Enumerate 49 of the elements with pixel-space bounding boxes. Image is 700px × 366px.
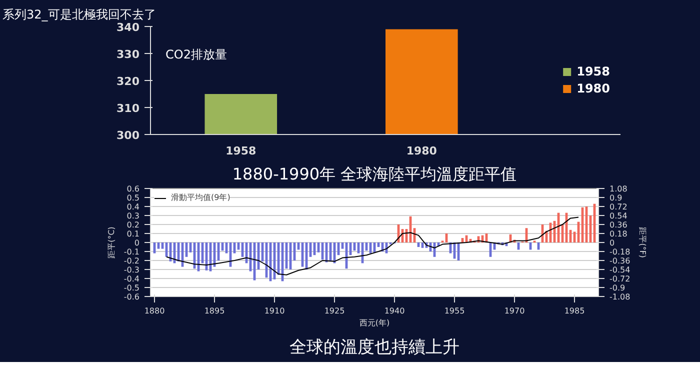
x-tick-label: 1895	[204, 306, 225, 316]
x-tick-label: 1985	[564, 306, 585, 316]
y-tick-label: 0.1	[126, 230, 140, 238]
text: CO2排放量	[166, 48, 227, 62]
x-tick-label: 1970	[504, 306, 525, 316]
y-tick-label: 310	[116, 102, 140, 115]
text: 全球的溫度也持續上升	[290, 338, 460, 358]
y-tick-label: 340	[116, 21, 140, 34]
y-tick-label: 0.2	[126, 220, 140, 230]
y-tick-label: -0.2	[124, 256, 140, 266]
y2-tick-label: 0.18	[610, 230, 628, 238]
y2-tick-label: -1.08	[610, 292, 630, 302]
y-tick-label: -0.1	[124, 248, 140, 256]
y-tick-label: 0.5	[126, 194, 140, 202]
x-tick-label: 1910	[264, 306, 285, 316]
y2-tick-label: -0.36	[610, 256, 630, 266]
y-tick-label: 320	[116, 75, 140, 88]
y-tick-label: -0.3	[124, 266, 140, 274]
y-tick-label: 0.6	[126, 184, 140, 194]
x-tick-label: 1925	[324, 306, 345, 316]
x-tick-label: 1955	[444, 306, 465, 316]
y2-tick-label: -0.72	[610, 274, 630, 284]
y-tick-label: -0.6	[124, 292, 140, 302]
y2-tick-label: 1.08	[610, 184, 628, 194]
y-tick-label: 0	[134, 238, 140, 248]
y-tick-label: 0.4	[126, 202, 140, 212]
legend-label: 1980	[576, 82, 610, 96]
y-tick-label: 0.3	[126, 212, 140, 220]
text: 系列32_可是北極我回不去了	[2, 8, 156, 22]
y-tick-label: 300	[116, 129, 140, 142]
y2-tick-label: 0.9	[610, 194, 622, 202]
y2-tick-label: 0.54	[610, 212, 628, 220]
legend-label: 1958	[576, 64, 610, 78]
y2-axis-title: 距平(°F)	[638, 227, 648, 258]
chart-title: 1880-1990年 全球海陸平均溫度距平值	[232, 164, 517, 184]
y2-tick-label: -0.18	[610, 248, 630, 256]
y-tick-label: -0.4	[124, 274, 140, 284]
y2-tick-label: 0.72	[610, 202, 628, 212]
y2-tick-label: 0.36	[610, 220, 628, 230]
x-axis-title: 西元(年)	[359, 318, 390, 328]
y-tick-label: 330	[116, 48, 140, 61]
legend-label: 滑動平均值(9年)	[171, 192, 230, 203]
y2-tick-label: -0.54	[610, 266, 630, 274]
y-axis-title: 距平(°C)	[106, 226, 116, 258]
x-tick-label: 1880	[144, 306, 165, 316]
y2-tick-label: -0.9	[610, 284, 626, 292]
y-tick-label: -0.5	[124, 284, 140, 292]
y2-tick-label: 0	[610, 238, 615, 248]
x-tick-label: 1940	[384, 306, 405, 316]
